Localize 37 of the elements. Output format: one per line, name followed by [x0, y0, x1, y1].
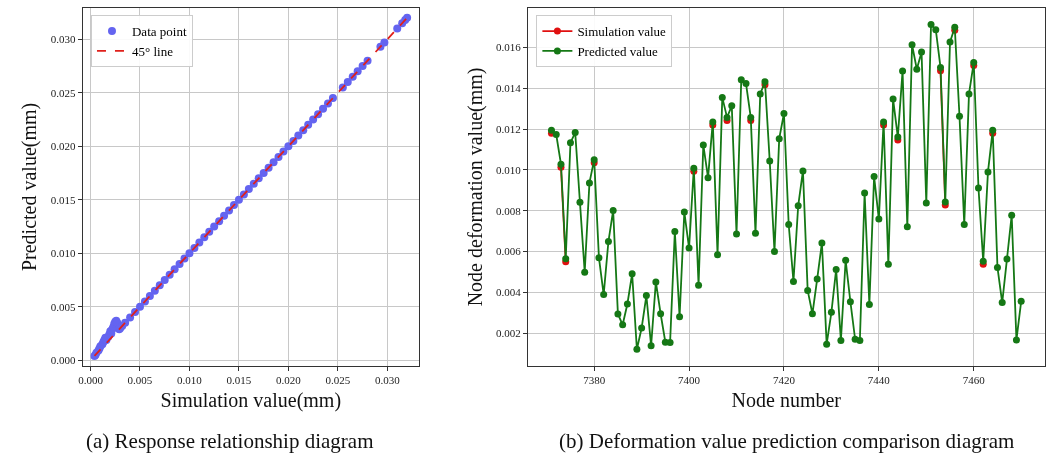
x-tick-label: 0.000 — [78, 373, 104, 386]
y-tick-label: 0.015 — [50, 193, 76, 206]
x-tick-label: 7440 — [867, 373, 891, 386]
y-tick-label: 0.000 — [50, 354, 76, 367]
x-tick-label: 0.010 — [177, 373, 203, 386]
x-tick-label: 7400 — [678, 373, 701, 386]
legend-label: Predicted value — [577, 44, 659, 59]
y-tick-label: 0.010 — [496, 163, 522, 176]
x-tick-label: 0.020 — [276, 373, 302, 386]
x-tick-label: 0.025 — [325, 373, 351, 386]
y-tick-label: 0.014 — [496, 82, 522, 95]
y-tick-label: 0.030 — [50, 33, 76, 46]
y-tick-label: 0.012 — [496, 122, 521, 135]
y-tick-label: 0.008 — [496, 204, 522, 217]
x-tick-label: 7460 — [962, 373, 986, 386]
y-tick-label: 0.016 — [496, 41, 522, 54]
y-tick-label: 0.004 — [496, 286, 522, 299]
y-tick-label: 0.010 — [50, 247, 76, 260]
legend-label: 45° line — [131, 44, 174, 59]
x-tick-label: 7380 — [583, 373, 606, 386]
y-tick-label: 0.006 — [496, 245, 522, 258]
text: (b) Deformation value prediction comparison diagram — [559, 429, 1015, 453]
y-tick-label: 0.002 — [496, 327, 521, 339]
x-tick-label: 0.005 — [127, 373, 153, 386]
x-axis-title: Simulation value(mm) — [160, 389, 342, 413]
text: (a) Response relationship diagram — [86, 429, 374, 453]
legend-label: Simulation value — [577, 24, 667, 40]
x-tick-label: 0.015 — [226, 373, 252, 386]
y-axis-title: Node deformation value(mm) — [463, 67, 487, 307]
y-tick-label: 0.005 — [50, 300, 76, 313]
y-tick-label: 0.025 — [50, 86, 76, 99]
x-tick-label: 7420 — [772, 373, 796, 386]
y-axis-title: Predicted value(mm) — [18, 102, 42, 272]
x-axis-title: Node number — [731, 389, 842, 412]
y-tick-label: 0.020 — [50, 140, 76, 153]
x-tick-label: 0.030 — [374, 373, 401, 386]
legend-label: Data point — [131, 24, 187, 40]
